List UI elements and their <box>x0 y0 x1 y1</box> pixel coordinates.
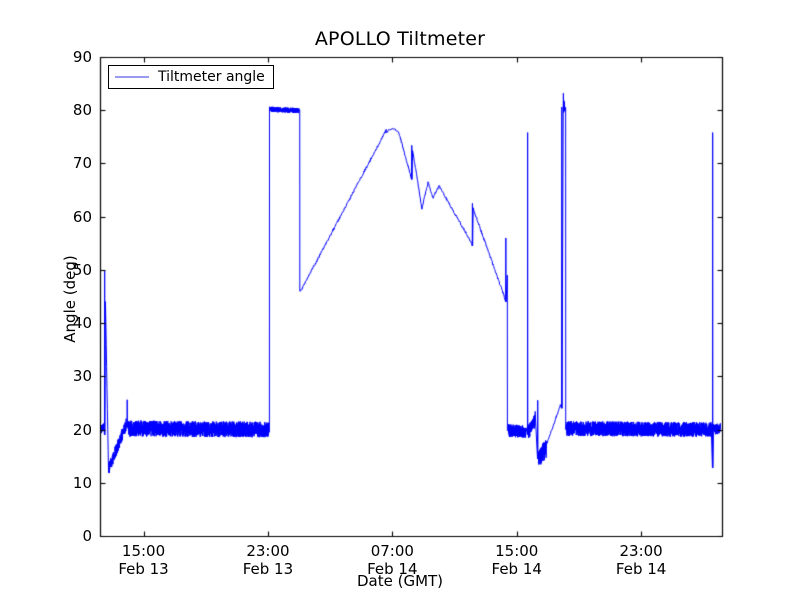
y-tick-label: 90 <box>72 48 92 66</box>
chart-legend: Tiltmeter angle <box>108 65 274 89</box>
x-tick-label: 15:00 Feb 13 <box>118 542 169 578</box>
y-tick-label: 10 <box>72 473 92 492</box>
y-tick-label: 60 <box>72 207 92 226</box>
x-tick-label: 07:00 Feb 14 <box>367 542 418 578</box>
y-axis-label: Angle (deg) <box>61 255 79 343</box>
legend-entry-label: Tiltmeter angle <box>158 69 265 85</box>
x-axis-label: Date (GMT) <box>356 572 444 590</box>
legend-line-swatch-icon <box>115 76 149 78</box>
x-tick-label: 23:00 Feb 13 <box>242 542 294 578</box>
y-tick-label: 50 <box>72 260 92 279</box>
y-tick-label: 40 <box>72 314 92 333</box>
y-tick-label: 80 <box>72 101 92 120</box>
y-tick-label: 20 <box>72 420 92 439</box>
chart-title: APOLLO Tiltmeter <box>314 28 486 50</box>
x-tick-label: 15:00 Feb 14 <box>491 542 542 578</box>
y-tick-label: 70 <box>72 154 92 173</box>
y-tick-label: 0 <box>82 527 92 545</box>
y-tick-label: 30 <box>72 367 92 386</box>
x-tick-label: 23:00 Feb 14 <box>615 542 667 578</box>
